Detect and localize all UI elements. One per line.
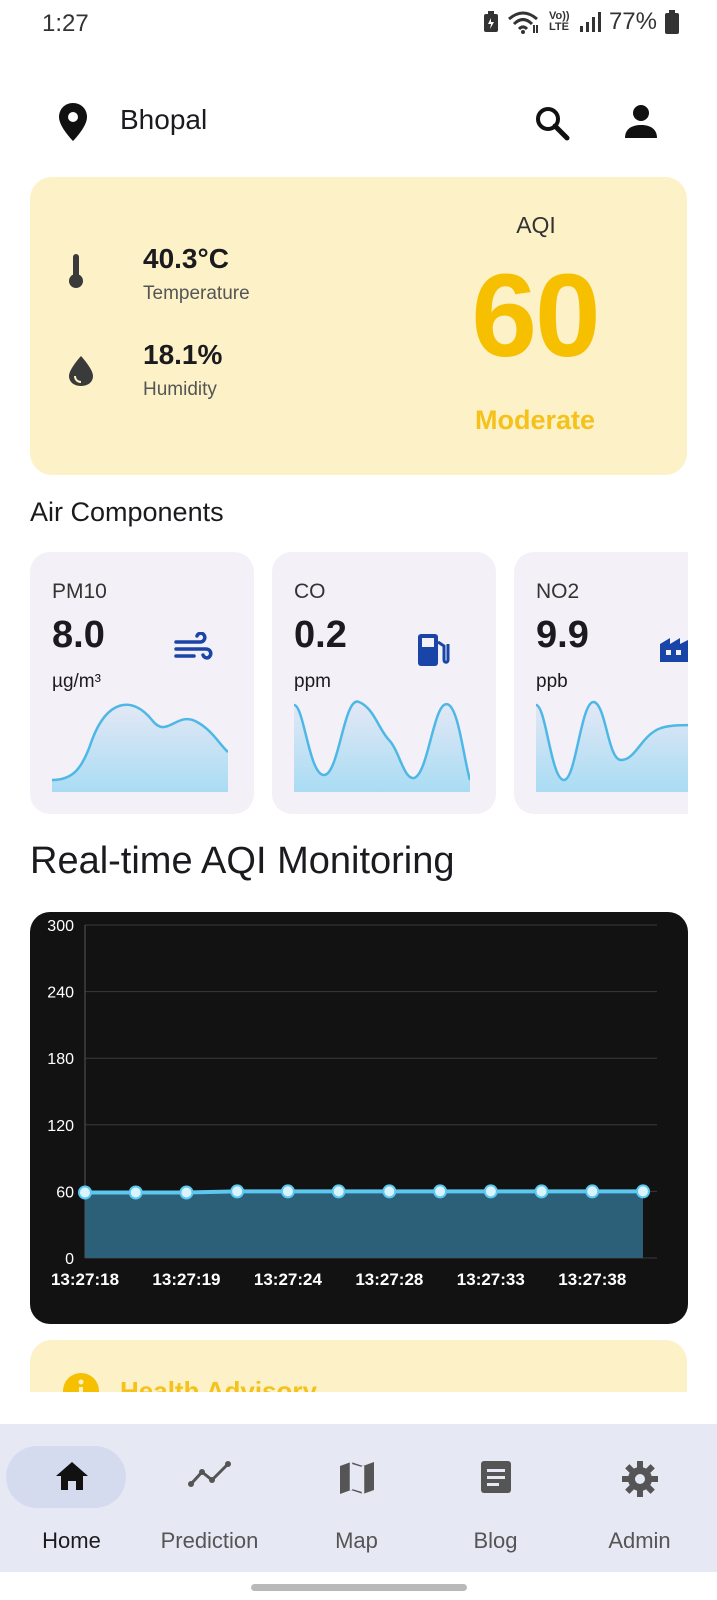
air-components-title: Air Components (30, 497, 224, 527)
temperature-label: Temperature (143, 283, 250, 304)
advisory-title: Health Advisory (120, 1376, 317, 1392)
aqi-line-chart: 300 240 180 120 60 0 13:27:18 13:27:19 13:27:24 1… (47, 918, 657, 1289)
y-tick-label: 300 (47, 918, 74, 935)
component-value: 8.0 (52, 614, 105, 656)
nav-label: Blog (473, 1528, 518, 1553)
gesture-home-indicator[interactable] (251, 1584, 467, 1591)
info-icon (63, 1373, 99, 1392)
nav-label: Map (335, 1528, 378, 1553)
thermometer-icon (69, 254, 83, 288)
pm10-sparkline (52, 703, 228, 792)
component-name: NO2 (536, 580, 580, 603)
aqi-series-line (85, 1189, 643, 1195)
battery-icon (665, 10, 679, 34)
component-name: PM10 (52, 580, 107, 603)
temperature-value: 40.3°C (143, 243, 229, 274)
location-pin-icon (59, 103, 87, 141)
component-card-no2[interactable]: NO2 9.9 ppb (514, 552, 688, 814)
factory-icon (660, 638, 688, 662)
data-point (280, 1184, 295, 1199)
cell-signal-icon (579, 12, 601, 32)
x-tick-label: 13:27:38 (558, 1270, 626, 1289)
advisory-viewport: Health Advisory (0, 1340, 717, 1392)
x-tick-label: 13:27:28 (355, 1270, 423, 1289)
aqi-status: Moderate (474, 405, 596, 435)
data-point (433, 1184, 448, 1199)
x-tick-label: 13:27:19 (152, 1270, 220, 1289)
app-header: Bhopal (0, 92, 717, 152)
fuel-pump-icon (418, 634, 450, 666)
y-tick-label: 240 (47, 985, 74, 1002)
nav-prediction[interactable]: Prediction (138, 1424, 281, 1572)
realtime-aqi-chart: 300 240 180 120 60 0 13:27:18 13:27:19 13:27:24 1… (30, 912, 688, 1324)
component-card-pm10[interactable]: PM10 8.0 µg/m³ (30, 552, 254, 814)
data-point (382, 1184, 397, 1199)
data-point (585, 1184, 600, 1199)
bottom-navigation: Home Prediction Map Blog Admin (0, 1424, 717, 1572)
data-point (636, 1184, 650, 1199)
nav-map[interactable]: Map (285, 1424, 428, 1572)
nav-home[interactable]: Home (0, 1424, 143, 1572)
data-point (78, 1185, 92, 1200)
aqi-label: AQI (516, 212, 556, 238)
y-tick-label: 0 (65, 1251, 74, 1268)
map-icon (339, 1462, 374, 1494)
component-unit: µg/m³ (52, 671, 101, 692)
x-tick-label: 13:27:24 (254, 1270, 323, 1289)
status-icons: Vo)) LTE 77% (483, 8, 679, 36)
city-name[interactable]: Bhopal (120, 104, 208, 135)
data-point (483, 1184, 498, 1199)
health-advisory-card[interactable]: Health Advisory (30, 1340, 687, 1392)
aqi-value: 60 (471, 250, 600, 382)
status-time: 1:27 (42, 10, 89, 37)
y-tick-label: 180 (47, 1051, 74, 1068)
humidity-label: Humidity (143, 379, 217, 400)
humidity-value: 18.1% (143, 339, 223, 370)
aqi-summary-card: 40.3°C Temperature 18.1% Humidity AQI 60… (30, 177, 687, 475)
component-value: 0.2 (294, 614, 347, 656)
nav-label: Admin (608, 1528, 671, 1553)
nav-blog[interactable]: Blog (424, 1424, 567, 1572)
component-unit: ppm (294, 671, 331, 692)
battery-saver-icon (483, 11, 498, 32)
battery-percent: 77% (608, 8, 657, 35)
search-icon[interactable] (533, 104, 571, 142)
data-point (331, 1184, 346, 1199)
y-tick-label: 60 (56, 1184, 74, 1201)
component-unit: ppb (536, 671, 568, 692)
gear-icon (621, 1461, 658, 1497)
y-tick-label: 120 (47, 1118, 74, 1135)
status-bar: 1:27 Vo)) LTE 77% (0, 0, 717, 50)
no2-sparkline (536, 700, 688, 792)
person-icon[interactable] (622, 102, 660, 140)
realtime-title: Real-time AQI Monitoring (30, 840, 455, 882)
water-drop-icon (69, 356, 93, 386)
co-sparkline (294, 700, 470, 792)
data-point (179, 1185, 194, 1200)
wifi-icon (507, 11, 538, 34)
aqi-area-fill (85, 1191, 643, 1258)
article-icon (480, 1461, 511, 1493)
trend-line-icon (187, 1461, 231, 1487)
nav-admin[interactable]: Admin (568, 1424, 711, 1572)
air-components-carousel[interactable]: PM10 8.0 µg/m³ CO 0.2 ppm NO2 9.9 ppb (30, 552, 688, 814)
x-tick-label: 13:27:18 (51, 1270, 119, 1289)
x-tick-label: 13:27:33 (457, 1270, 525, 1289)
volte-icon: Vo)) LTE (548, 10, 570, 33)
wind-icon (174, 632, 213, 660)
data-point (230, 1184, 245, 1199)
data-point (128, 1185, 143, 1200)
data-point (534, 1184, 549, 1199)
component-card-co[interactable]: CO 0.2 ppm (272, 552, 496, 814)
nav-label: Prediction (160, 1528, 259, 1553)
home-icon (55, 1462, 88, 1490)
component-name: CO (294, 580, 326, 603)
nav-label: Home (42, 1528, 101, 1553)
component-value: 9.9 (536, 614, 589, 656)
